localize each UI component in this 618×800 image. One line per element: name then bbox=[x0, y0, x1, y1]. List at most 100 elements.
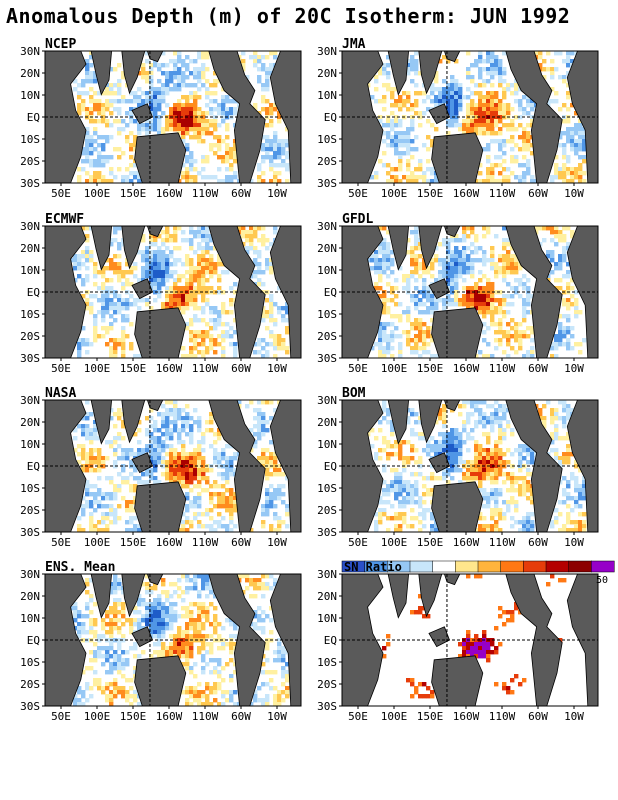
field-cell bbox=[478, 524, 483, 529]
field-cell bbox=[241, 63, 246, 68]
field-cell bbox=[378, 496, 383, 501]
field-cell bbox=[398, 143, 403, 148]
field-cell bbox=[233, 171, 238, 176]
field-cell bbox=[438, 95, 443, 100]
field-cell bbox=[93, 119, 98, 124]
field-cell bbox=[474, 400, 479, 405]
field-cell bbox=[157, 282, 162, 287]
field-cell bbox=[253, 594, 258, 599]
field-cell bbox=[486, 258, 491, 263]
field-cell bbox=[181, 456, 186, 461]
field-cell bbox=[205, 480, 210, 485]
field-cell bbox=[197, 230, 202, 235]
field-cell bbox=[514, 175, 519, 180]
y-tick-label: 30N bbox=[20, 568, 40, 581]
field-cell bbox=[378, 71, 383, 76]
field-cell bbox=[221, 115, 226, 120]
field-cell bbox=[109, 171, 114, 176]
field-cell bbox=[570, 103, 575, 108]
field-cell bbox=[562, 524, 567, 529]
field-cell bbox=[550, 59, 555, 64]
x-tick-label: 10W bbox=[267, 187, 287, 200]
field-cell bbox=[558, 512, 563, 517]
field-cell bbox=[105, 330, 110, 335]
field-cell bbox=[414, 500, 419, 505]
field-cell bbox=[185, 516, 190, 521]
field-cell bbox=[570, 131, 575, 136]
field-cell bbox=[185, 179, 190, 183]
field-cell bbox=[241, 230, 246, 235]
field-cell bbox=[197, 500, 202, 505]
field-cell bbox=[165, 306, 170, 311]
field-cell bbox=[414, 492, 419, 497]
field-cell bbox=[153, 480, 158, 485]
field-cell bbox=[562, 492, 567, 497]
x-tick-label: 50E bbox=[348, 187, 368, 200]
field-cell bbox=[566, 416, 571, 421]
field-cell bbox=[390, 103, 395, 108]
field-cell bbox=[253, 582, 258, 587]
field-cell bbox=[93, 508, 98, 513]
field-cell bbox=[217, 456, 222, 461]
field-cell bbox=[185, 167, 190, 172]
field-cell bbox=[394, 294, 399, 299]
field-cell bbox=[498, 131, 503, 136]
field-cell bbox=[566, 246, 571, 251]
field-cell bbox=[426, 294, 431, 299]
field-cell bbox=[229, 622, 234, 627]
field-cell bbox=[193, 306, 198, 311]
field-cell bbox=[153, 424, 158, 429]
field-cell bbox=[394, 476, 399, 481]
field-cell bbox=[418, 262, 423, 267]
field-cell bbox=[285, 330, 290, 335]
field-cell bbox=[514, 91, 519, 96]
field-cell bbox=[486, 440, 491, 445]
field-cell bbox=[85, 614, 90, 619]
field-cell bbox=[269, 574, 274, 579]
field-cell bbox=[285, 139, 290, 144]
field-cell bbox=[157, 642, 162, 647]
y-tick-label: 10S bbox=[20, 133, 40, 146]
field-cell bbox=[197, 306, 202, 311]
field-cell bbox=[177, 594, 182, 599]
field-cell bbox=[89, 310, 94, 315]
field-cell bbox=[173, 258, 178, 263]
field-cell bbox=[394, 468, 399, 473]
field-cell bbox=[530, 103, 535, 108]
field-cell bbox=[193, 59, 198, 64]
field-cell bbox=[454, 266, 459, 271]
field-cell bbox=[149, 452, 154, 457]
field-cell bbox=[438, 444, 443, 449]
field-cell bbox=[394, 143, 399, 148]
field-cell bbox=[189, 274, 194, 279]
field-cell bbox=[478, 171, 483, 176]
field-cell bbox=[153, 238, 158, 243]
field-cell bbox=[113, 147, 118, 152]
field-cell bbox=[261, 448, 266, 453]
field-cell bbox=[582, 139, 587, 144]
panel-title: JMA bbox=[342, 37, 366, 52]
field-cell bbox=[185, 642, 190, 647]
field-cell bbox=[165, 614, 170, 619]
field-cell bbox=[185, 690, 190, 695]
field-cell bbox=[530, 294, 535, 299]
field-cell bbox=[566, 226, 571, 231]
field-cell bbox=[578, 143, 583, 148]
field-cell bbox=[414, 175, 419, 180]
field-cell bbox=[209, 590, 214, 595]
field-cell bbox=[430, 528, 435, 532]
field-cell bbox=[105, 107, 110, 112]
field-cell bbox=[570, 508, 575, 513]
field-cell bbox=[189, 159, 194, 164]
field-cell bbox=[193, 690, 198, 695]
field-cell bbox=[225, 698, 230, 703]
field-cell bbox=[129, 266, 134, 271]
field-cell bbox=[490, 246, 495, 251]
field-cell bbox=[129, 702, 134, 706]
field-cell bbox=[165, 254, 170, 259]
field-cell bbox=[249, 400, 254, 405]
field-cell bbox=[229, 460, 234, 465]
field-cell bbox=[257, 424, 262, 429]
field-cell bbox=[93, 654, 98, 659]
field-cell bbox=[406, 131, 411, 136]
